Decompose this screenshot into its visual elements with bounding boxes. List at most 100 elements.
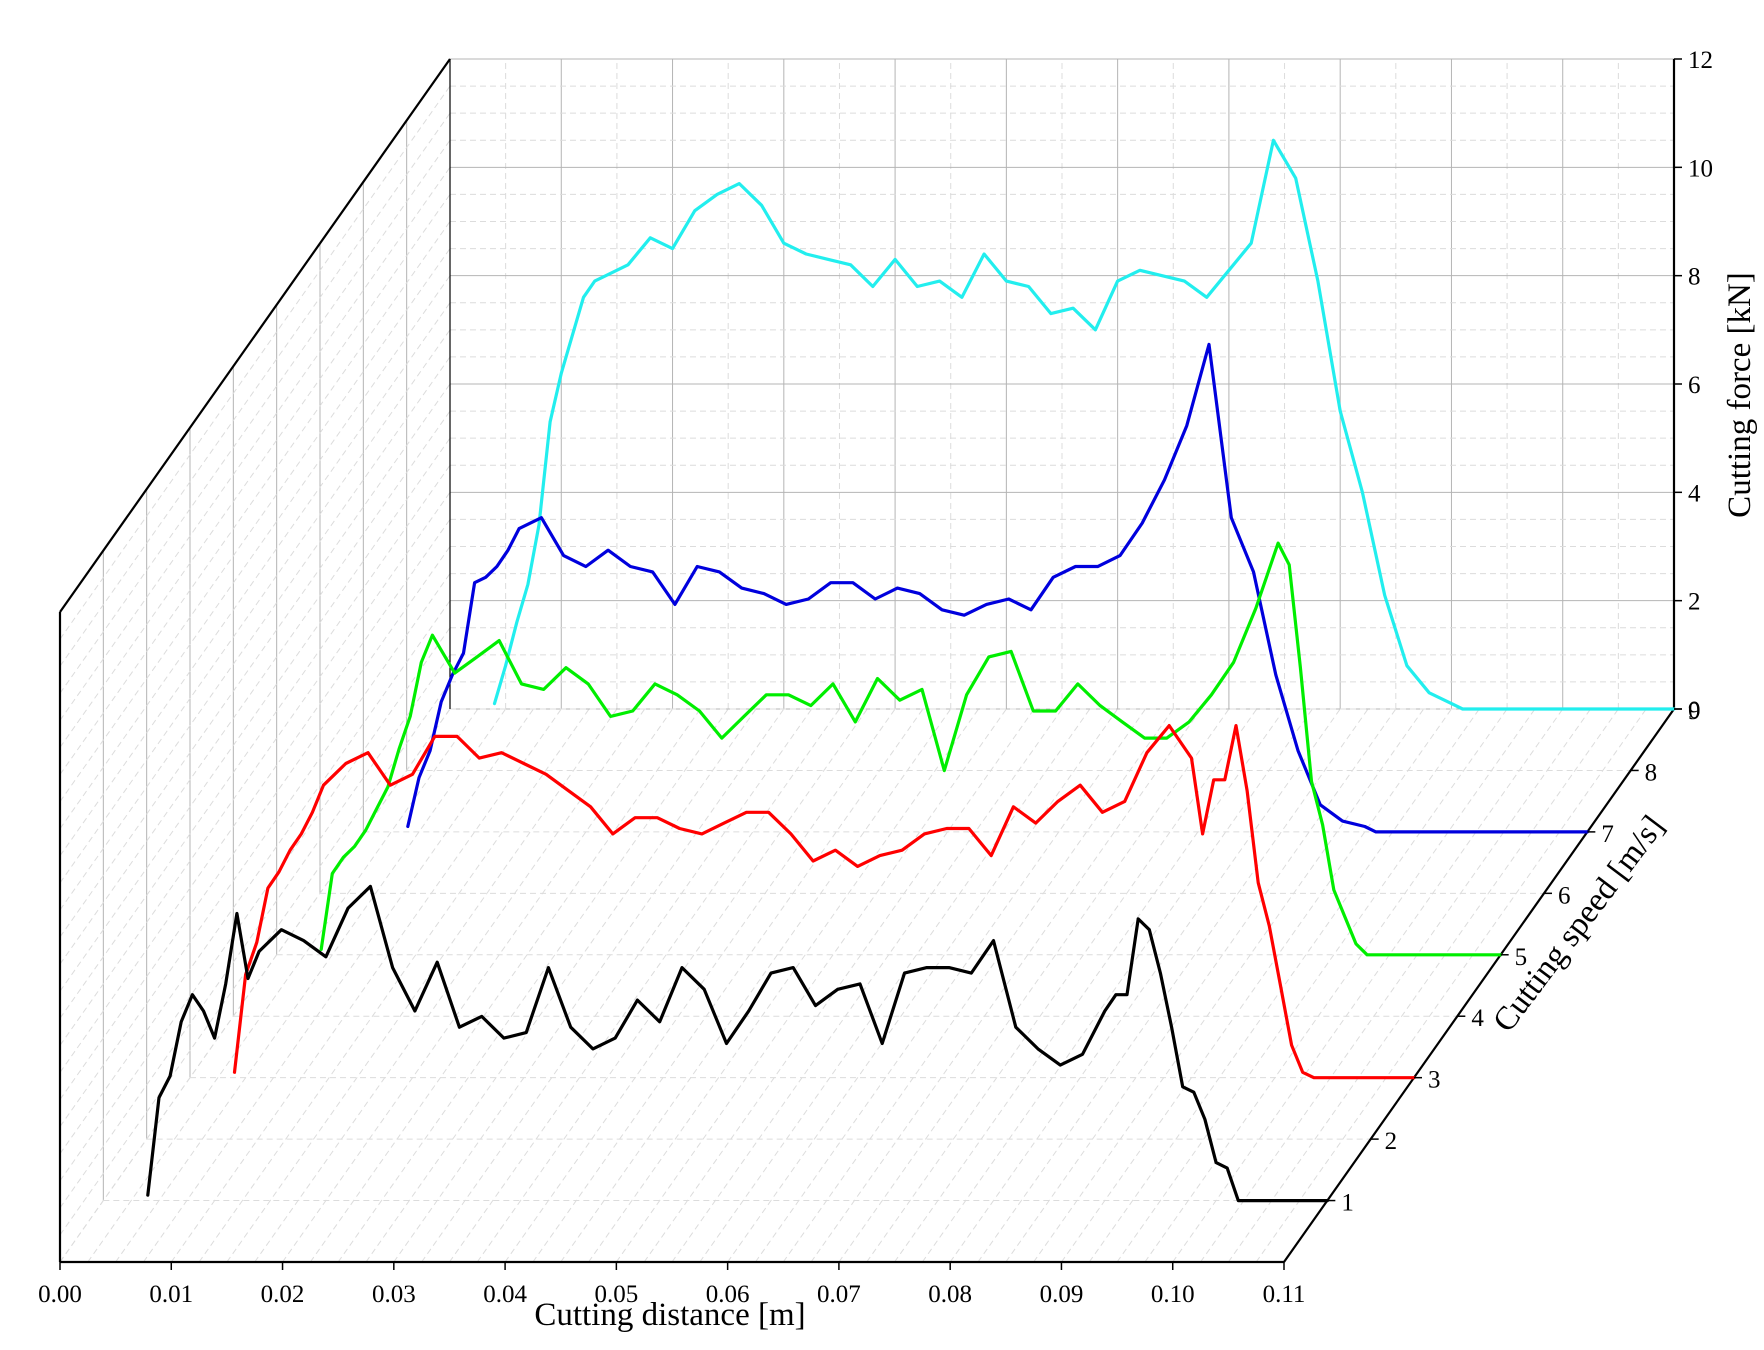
left-wall-gridline-y bbox=[59, 221, 451, 775]
floor-gridline-x bbox=[115, 708, 507, 1263]
floor-gridline-x bbox=[1144, 708, 1536, 1263]
floor-gridline-x bbox=[143, 708, 534, 1263]
left-wall-gridline-y bbox=[59, 167, 451, 721]
floor-gridline-x bbox=[365, 708, 757, 1263]
series-line-speed-7 bbox=[406, 342, 1589, 834]
x-tick-label: 0.00 bbox=[38, 1281, 82, 1308]
floor-gridline-x bbox=[1227, 708, 1619, 1263]
z-tick-label: 9 bbox=[1688, 698, 1701, 725]
floor-gridline-x bbox=[504, 708, 896, 1263]
x-tick-label: 0.03 bbox=[372, 1281, 416, 1308]
left-wall-gridline-y bbox=[59, 437, 451, 992]
x-tick-label: 0.02 bbox=[261, 1281, 305, 1308]
left-wall-gridline-y bbox=[59, 194, 451, 748]
z-tick-label: 7 bbox=[1601, 821, 1614, 848]
grid-walls bbox=[59, 58, 1675, 1263]
floor-gridline-x bbox=[1116, 708, 1508, 1263]
floor-gridline-x bbox=[977, 708, 1369, 1263]
floor-gridline-x bbox=[782, 708, 1174, 1263]
floor-gridline-x bbox=[727, 708, 1119, 1263]
z-tick-label: 6 bbox=[1558, 882, 1571, 909]
floor-gridline-x bbox=[949, 708, 1341, 1263]
left-wall-gridline-y bbox=[59, 627, 451, 1182]
left-wall-gridline-y bbox=[59, 410, 451, 965]
left-wall-gridline-y bbox=[59, 573, 451, 1127]
floor-gridline-x bbox=[921, 708, 1313, 1263]
floor-gridline-x bbox=[309, 708, 701, 1263]
x-tick-label: 0.11 bbox=[1263, 1281, 1306, 1308]
floor-gridline-x bbox=[671, 708, 1063, 1263]
x-tick-label: 0.08 bbox=[928, 1281, 972, 1308]
x-tick-label: 0.04 bbox=[483, 1281, 527, 1308]
y-tick-label: 0 bbox=[1688, 697, 1701, 724]
y-tick-label: 4 bbox=[1688, 480, 1701, 507]
floor-gridline-x bbox=[170, 708, 562, 1263]
left-wall-gridline-y bbox=[59, 681, 451, 1236]
x-tick-label: 0.10 bbox=[1151, 1281, 1195, 1308]
floor-gridline-x bbox=[226, 708, 618, 1263]
tick-labels: 0.00 0.01 0.02 0.03 0.04 0.05 0.06 0.07 0.08 0.09… bbox=[38, 47, 1713, 1308]
x-tick-label: 0.01 bbox=[149, 1281, 193, 1308]
floor-gridline-x bbox=[615, 708, 1007, 1263]
y-tick-label: 8 bbox=[1688, 264, 1701, 291]
left-wall-gridline-y bbox=[59, 356, 451, 911]
z-tick-label: 4 bbox=[1471, 1005, 1484, 1032]
series-line-speed-9 bbox=[492, 138, 1676, 711]
floor-gridline-x bbox=[1200, 708, 1591, 1263]
left-wall-gridline-y bbox=[59, 492, 451, 1046]
left-wall-gridline-y bbox=[59, 139, 451, 694]
floor-gridline-x bbox=[393, 708, 785, 1263]
floor-gridline-x bbox=[1061, 708, 1452, 1263]
floor-gridline-x bbox=[282, 708, 673, 1263]
left-wall-gridline-y bbox=[59, 654, 451, 1209]
left-wall-gridline-y bbox=[59, 112, 451, 667]
z-axis-line bbox=[1283, 708, 1675, 1263]
floor-gridline-x bbox=[449, 708, 840, 1263]
floor-gridline-x bbox=[337, 708, 729, 1263]
floor-gridline-x bbox=[643, 708, 1035, 1263]
floor-gridline-x bbox=[588, 708, 979, 1263]
left-wall-gridline-y bbox=[59, 464, 451, 1019]
x-axis-title: Cutting distance [m] bbox=[534, 1297, 805, 1333]
floor-gridline-x bbox=[755, 708, 1146, 1263]
x-tick-label: 0.05 bbox=[594, 1281, 638, 1308]
y-tick-label: 12 bbox=[1688, 47, 1713, 74]
x-tick-label: 0.07 bbox=[817, 1281, 861, 1308]
left-wall-gridline-y bbox=[59, 546, 451, 1100]
y-axis-title: Cutting force [kN] bbox=[1722, 272, 1758, 518]
y-tick-label: 2 bbox=[1688, 589, 1701, 616]
floor-gridline-x bbox=[894, 708, 1285, 1263]
series-layer bbox=[146, 138, 1676, 1203]
left-wall-gridline-y bbox=[59, 302, 451, 857]
series-line-speed-1 bbox=[146, 884, 1329, 1203]
left-wall-gridline-y bbox=[59, 329, 451, 884]
floor-gridline-x bbox=[866, 708, 1258, 1263]
floor-gridline-x bbox=[1088, 708, 1480, 1263]
floor-gridline-x bbox=[810, 708, 1202, 1263]
z-tick-label: 2 bbox=[1385, 1128, 1398, 1155]
floor-gridline-x bbox=[59, 708, 451, 1263]
left-wall-gridline-y bbox=[59, 600, 451, 1154]
left-wall-gridline-y bbox=[59, 383, 451, 938]
floor-gridline-x bbox=[699, 708, 1091, 1263]
left-wall-gridline-y bbox=[59, 248, 451, 802]
floor-gridline-x bbox=[198, 708, 590, 1263]
floor-gridline-x bbox=[560, 708, 952, 1263]
floor-gridline-x bbox=[254, 708, 646, 1263]
floor-gridline-x bbox=[476, 708, 868, 1263]
left-wall-gridline-y bbox=[59, 275, 451, 829]
series-line-speed-3 bbox=[232, 724, 1416, 1080]
z-tick-label: 3 bbox=[1428, 1067, 1441, 1094]
series-line-speed-5 bbox=[319, 541, 1503, 957]
z-tick-label: 5 bbox=[1515, 944, 1528, 971]
floor-gridline-x bbox=[838, 708, 1230, 1263]
floor-gridline-x bbox=[1005, 708, 1397, 1263]
left-wall-gridline-y bbox=[59, 519, 451, 1073]
z-tick-label: 8 bbox=[1645, 759, 1658, 786]
floor-gridline-x bbox=[532, 708, 924, 1263]
left-wall-gridline-y bbox=[59, 85, 451, 640]
left-wall-top-edge bbox=[59, 58, 451, 613]
floor-gridline-x bbox=[1172, 708, 1564, 1263]
